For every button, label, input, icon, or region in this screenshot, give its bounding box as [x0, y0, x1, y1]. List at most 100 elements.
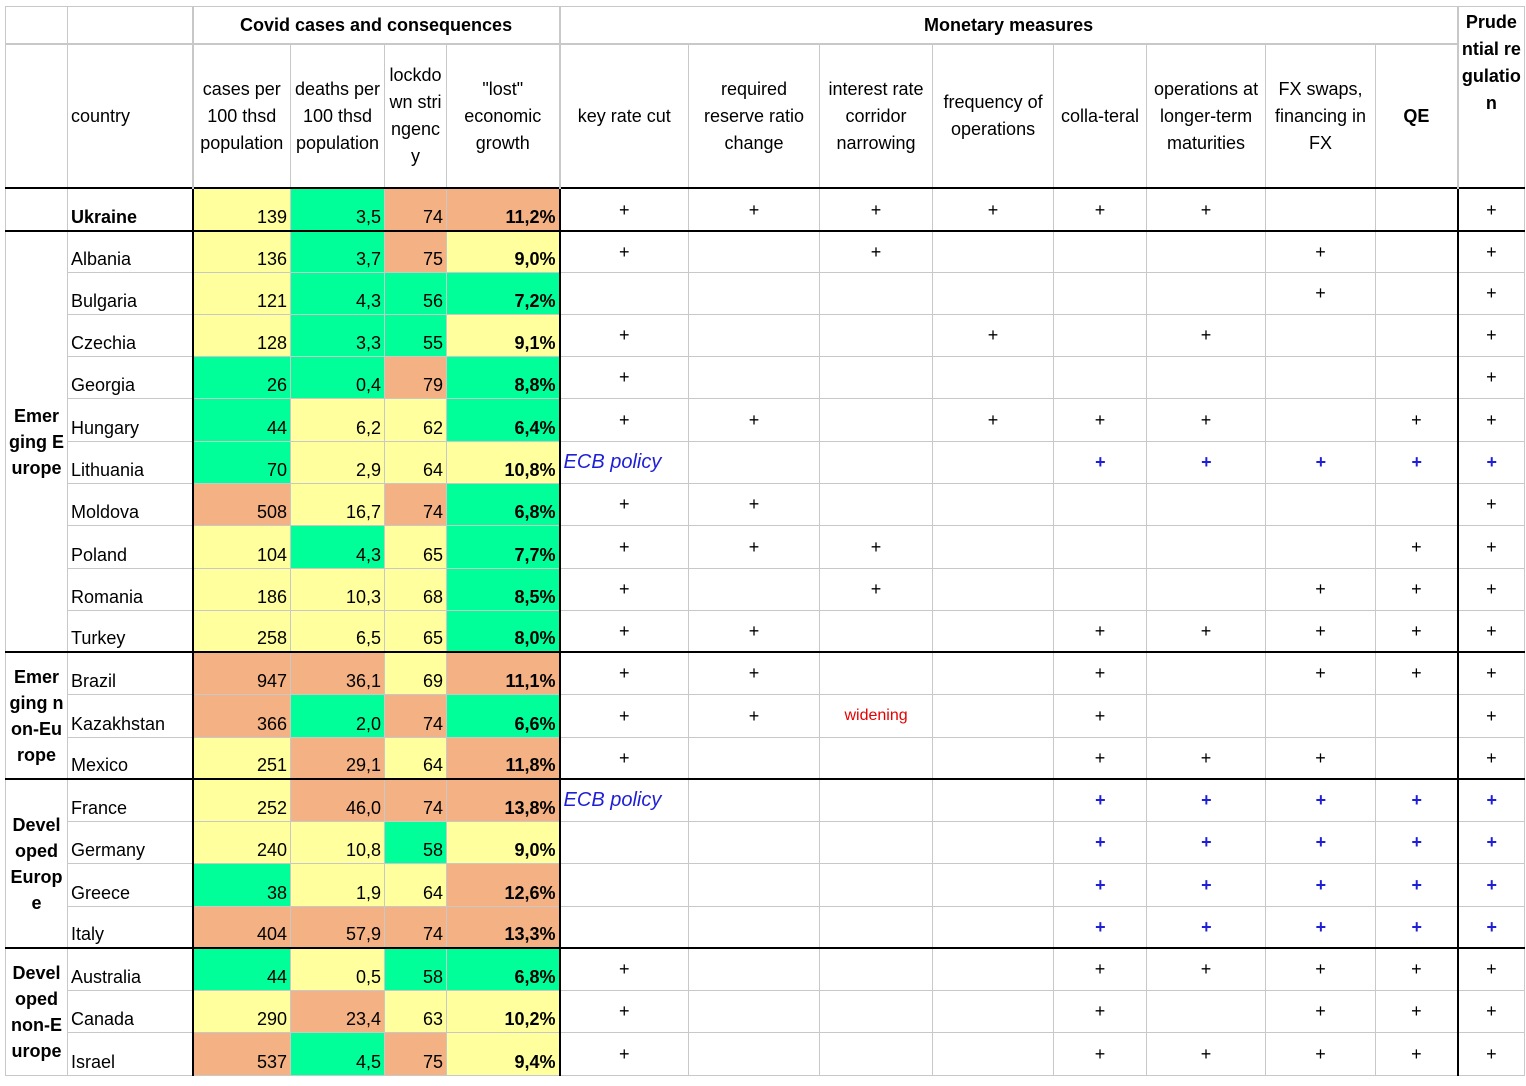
frequency-mark: [932, 440, 1055, 484]
key-rate-mark: +: [558, 313, 690, 357]
longer-term-mark: +: [1146, 947, 1267, 991]
table-row: Romania 186 10,3 68 8,5% + + + + +: [6, 567, 1526, 611]
table-row: Lithuania 70 2,9 64 10,8% ECB policy + + + + +: [6, 440, 1526, 484]
lost-growth-value: 8,8%: [445, 355, 561, 399]
reserve-ratio-mark: [688, 905, 821, 949]
qe-mark: +: [1375, 778, 1459, 822]
prudential-mark: +: [1457, 989, 1526, 1033]
frequency-mark: +: [932, 397, 1055, 442]
region-label: Emerging non-Europe: [5, 651, 68, 780]
fx-swaps-mark: +: [1265, 1031, 1377, 1076]
country-name: Georgia: [67, 355, 193, 399]
collateral-mark: +: [1053, 989, 1148, 1033]
fx-swaps-mark: +: [1265, 820, 1377, 864]
fx-swaps-mark: [1265, 187, 1377, 232]
blank-header-cell: [67, 6, 193, 45]
region-label: Developed non-Europe: [5, 947, 68, 1076]
country-name: Australia: [67, 947, 193, 991]
table-row: Canada 290 23,4 63 10,2% + + + + +: [6, 989, 1526, 1033]
prudential-mark: +: [1457, 397, 1526, 442]
table-row: Developed non-Europe Australia 44 0,5 58 6,8%…: [5, 947, 1526, 1076]
prudential-mark: +: [1457, 313, 1526, 357]
longer-term-mark: +: [1146, 778, 1267, 822]
lost-growth-value: 10,2%: [445, 989, 561, 1033]
longer-term-mark: +: [1146, 313, 1267, 357]
longer-term-mark: [1146, 271, 1267, 315]
country-name: Romania: [67, 567, 193, 611]
fx-swaps-mark: +: [1265, 905, 1377, 949]
ecb-policy-note: ECB policy: [558, 440, 690, 484]
region-label: Developed Europe: [5, 778, 68, 949]
table-row: Ukraine 139 3,5 74 11,2% + + + + + + +: [5, 187, 1526, 232]
frequency-mark: [932, 736, 1055, 780]
longer-term-mark: [1146, 355, 1267, 399]
longer-term-mark: [1146, 989, 1267, 1033]
frequency-mark: +: [932, 313, 1055, 357]
table-row: Georgia 26 0,4 79 8,8% + +: [6, 355, 1526, 399]
fx-swaps-mark: +: [1265, 862, 1377, 907]
fx-swaps-mark: +: [1265, 736, 1377, 780]
lost-growth-value: 6,6%: [445, 693, 561, 738]
qe-mark: +: [1375, 989, 1459, 1033]
cases-value: 26: [191, 355, 291, 399]
qe-mark: +: [1375, 567, 1459, 611]
reserve-ratio-mark: [688, 230, 821, 273]
covid-monetary-table: Covid cases and consequences Monetary me…: [5, 6, 1526, 1076]
cases-value: 290: [191, 989, 291, 1033]
key-rate-mark: +: [558, 989, 690, 1033]
collateral-mark: +: [1053, 905, 1148, 949]
fx-swaps-mark: +: [1265, 230, 1377, 273]
qe-mark: +: [1375, 820, 1459, 864]
lockdown-value: 64: [384, 862, 447, 907]
lost-growth-value: 11,2%: [445, 187, 561, 232]
corridor-mark: [819, 1031, 934, 1076]
prudential-mark: +: [1457, 820, 1526, 864]
collateral-mark: [1053, 524, 1148, 569]
prudential-mark: +: [1457, 567, 1526, 611]
longer-term-mark: +: [1146, 905, 1267, 949]
corner-cell: [5, 6, 68, 45]
qe-mark: [1375, 736, 1459, 780]
col-header-deaths: deaths per 100 thsd population: [290, 43, 385, 189]
qe-mark: +: [1375, 609, 1459, 653]
longer-term-mark: +: [1146, 1031, 1267, 1076]
cases-value: 258: [191, 609, 291, 653]
col-header-qe: QE: [1375, 43, 1459, 189]
lockdown-value: 58: [384, 820, 447, 864]
corridor-mark: [819, 271, 934, 315]
qe-mark: +: [1375, 524, 1459, 569]
country-name: Turkey: [67, 609, 193, 653]
prudential-mark: +: [1457, 1031, 1526, 1076]
qe-mark: +: [1375, 440, 1459, 484]
fx-swaps-mark: [1265, 355, 1377, 399]
frequency-mark: [932, 778, 1055, 822]
corridor-mark: +: [819, 567, 934, 611]
cases-value: 240: [191, 820, 291, 864]
frequency-mark: [932, 271, 1055, 315]
fx-swaps-mark: [1265, 482, 1377, 526]
deaths-value: 3,3: [290, 313, 385, 357]
deaths-value: 46,0: [290, 778, 385, 822]
corridor-mark: [819, 736, 934, 780]
cases-value: 537: [191, 1031, 291, 1076]
country-name: Kazakhstan: [67, 693, 193, 738]
prudential-mark: +: [1457, 230, 1526, 273]
collateral-mark: [1053, 567, 1148, 611]
lockdown-value: 69: [384, 651, 447, 695]
table-row: Italy 404 57,9 74 13,3% + + + + +: [6, 905, 1526, 949]
reserve-ratio-mark: [688, 862, 821, 907]
cases-value: 44: [191, 397, 291, 442]
cases-value: 252: [191, 778, 291, 822]
prudential-mark: +: [1457, 355, 1526, 399]
country-name: Israel: [67, 1031, 193, 1076]
country-name: Italy: [67, 905, 193, 949]
longer-term-mark: [1146, 482, 1267, 526]
lockdown-value: 74: [384, 482, 447, 526]
reserve-ratio-mark: +: [688, 187, 821, 232]
collateral-mark: +: [1053, 397, 1148, 442]
country-name: Greece: [67, 862, 193, 907]
prudential-mark: +: [1457, 482, 1526, 526]
col-header-lost-growth: "lost" economic growth: [445, 43, 561, 189]
reserve-ratio-mark: [688, 989, 821, 1033]
prudential-mark: +: [1457, 736, 1526, 780]
